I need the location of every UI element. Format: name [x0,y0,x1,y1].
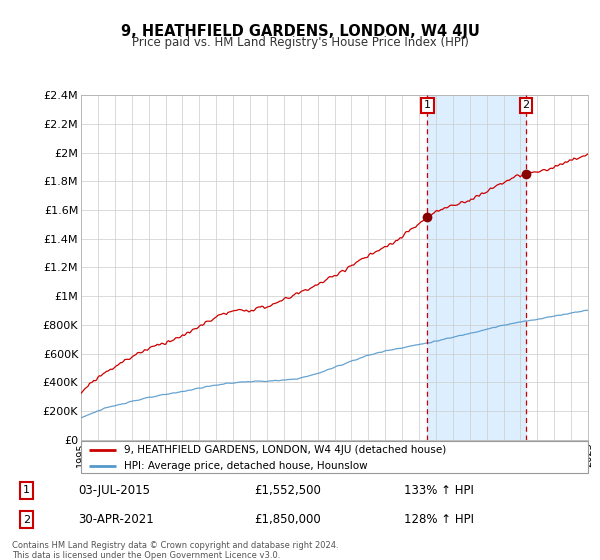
Text: 9, HEATHFIELD GARDENS, LONDON, W4 4JU: 9, HEATHFIELD GARDENS, LONDON, W4 4JU [121,24,479,39]
Text: 2: 2 [23,515,30,525]
Text: 1: 1 [23,485,30,495]
Text: 1: 1 [424,100,431,110]
Text: HPI: Average price, detached house, Hounslow: HPI: Average price, detached house, Houn… [124,461,368,471]
Text: £1,850,000: £1,850,000 [254,514,320,526]
Text: 128% ↑ HPI: 128% ↑ HPI [404,514,473,526]
Text: 03-JUL-2015: 03-JUL-2015 [78,484,150,497]
Text: Contains HM Land Registry data © Crown copyright and database right 2024.
This d: Contains HM Land Registry data © Crown c… [12,540,338,560]
Text: 9, HEATHFIELD GARDENS, LONDON, W4 4JU (detached house): 9, HEATHFIELD GARDENS, LONDON, W4 4JU (d… [124,445,446,455]
Text: Price paid vs. HM Land Registry's House Price Index (HPI): Price paid vs. HM Land Registry's House … [131,36,469,49]
Text: 133% ↑ HPI: 133% ↑ HPI [404,484,473,497]
Bar [427,95,526,440]
Text: £1,552,500: £1,552,500 [254,484,321,497]
Text: 2: 2 [523,100,530,110]
Text: 30-APR-2021: 30-APR-2021 [78,514,154,526]
